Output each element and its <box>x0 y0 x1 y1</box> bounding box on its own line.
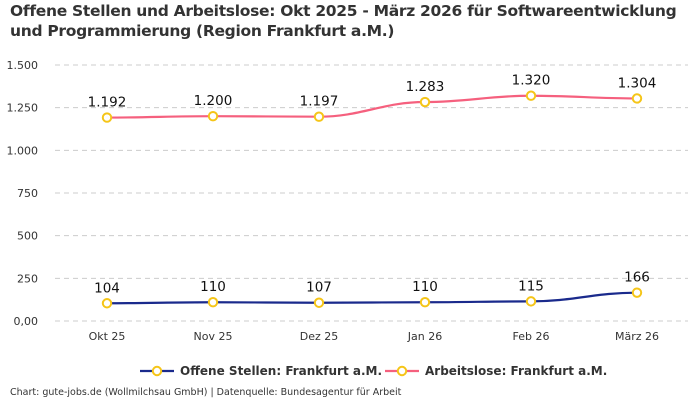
x-tick-label: Nov 25 <box>194 330 233 343</box>
y-tick-label: 750 <box>17 187 38 200</box>
data-point <box>207 111 219 122</box>
x-tick-label: Dez 25 <box>300 330 339 343</box>
data-label: 110 <box>412 279 438 295</box>
x-tick-label: Jan 26 <box>407 330 442 343</box>
data-point <box>101 112 113 123</box>
data-point <box>419 96 431 108</box>
data-label: 1.197 <box>300 94 339 110</box>
x-tick-label: Okt 25 <box>89 330 126 343</box>
data-label: 110 <box>200 279 226 295</box>
y-tick-label: 250 <box>17 272 38 285</box>
data-label: 1.304 <box>618 75 657 91</box>
data-point <box>313 111 325 122</box>
series-line-1 <box>106 94 638 119</box>
data-label: 1.320 <box>512 73 551 89</box>
y-tick-label: 1.500 <box>7 59 39 72</box>
data-label: 107 <box>306 280 332 296</box>
y-tick-label: 1.000 <box>7 144 39 157</box>
chart-footer: Chart: gute-jobs.de (Wollmilchsau GmbH) … <box>10 387 402 398</box>
y-tick-label: 0,00 <box>14 315 39 328</box>
data-point <box>207 297 219 308</box>
data-label: 104 <box>94 280 120 296</box>
data-point <box>525 90 537 101</box>
x-tick-label: Feb 26 <box>513 330 550 343</box>
y-tick-label: 500 <box>17 230 38 243</box>
data-label: 1.192 <box>88 95 127 111</box>
data-point <box>631 287 643 298</box>
legend-marker <box>151 365 163 377</box>
x-tick-label: März 26 <box>615 330 659 343</box>
data-point <box>313 297 325 308</box>
legend-label: Offene Stellen: Frankfurt a.M. <box>180 364 382 378</box>
data-point <box>631 93 643 104</box>
chart-title: Offene Stellen und Arbeitslose: Okt 2025… <box>10 2 677 40</box>
data-label: 1.200 <box>194 93 233 109</box>
legend-marker <box>396 365 408 377</box>
legend-label: Arbeitslose: Frankfurt a.M. <box>425 364 607 378</box>
series-line-0 <box>106 291 638 305</box>
data-label: 115 <box>518 278 544 294</box>
data-label: 166 <box>624 270 650 286</box>
data-point <box>419 297 431 308</box>
data-point <box>525 296 537 307</box>
data-label: 1.283 <box>406 79 445 95</box>
y-tick-label: 1.250 <box>7 102 39 115</box>
data-point <box>101 298 113 309</box>
